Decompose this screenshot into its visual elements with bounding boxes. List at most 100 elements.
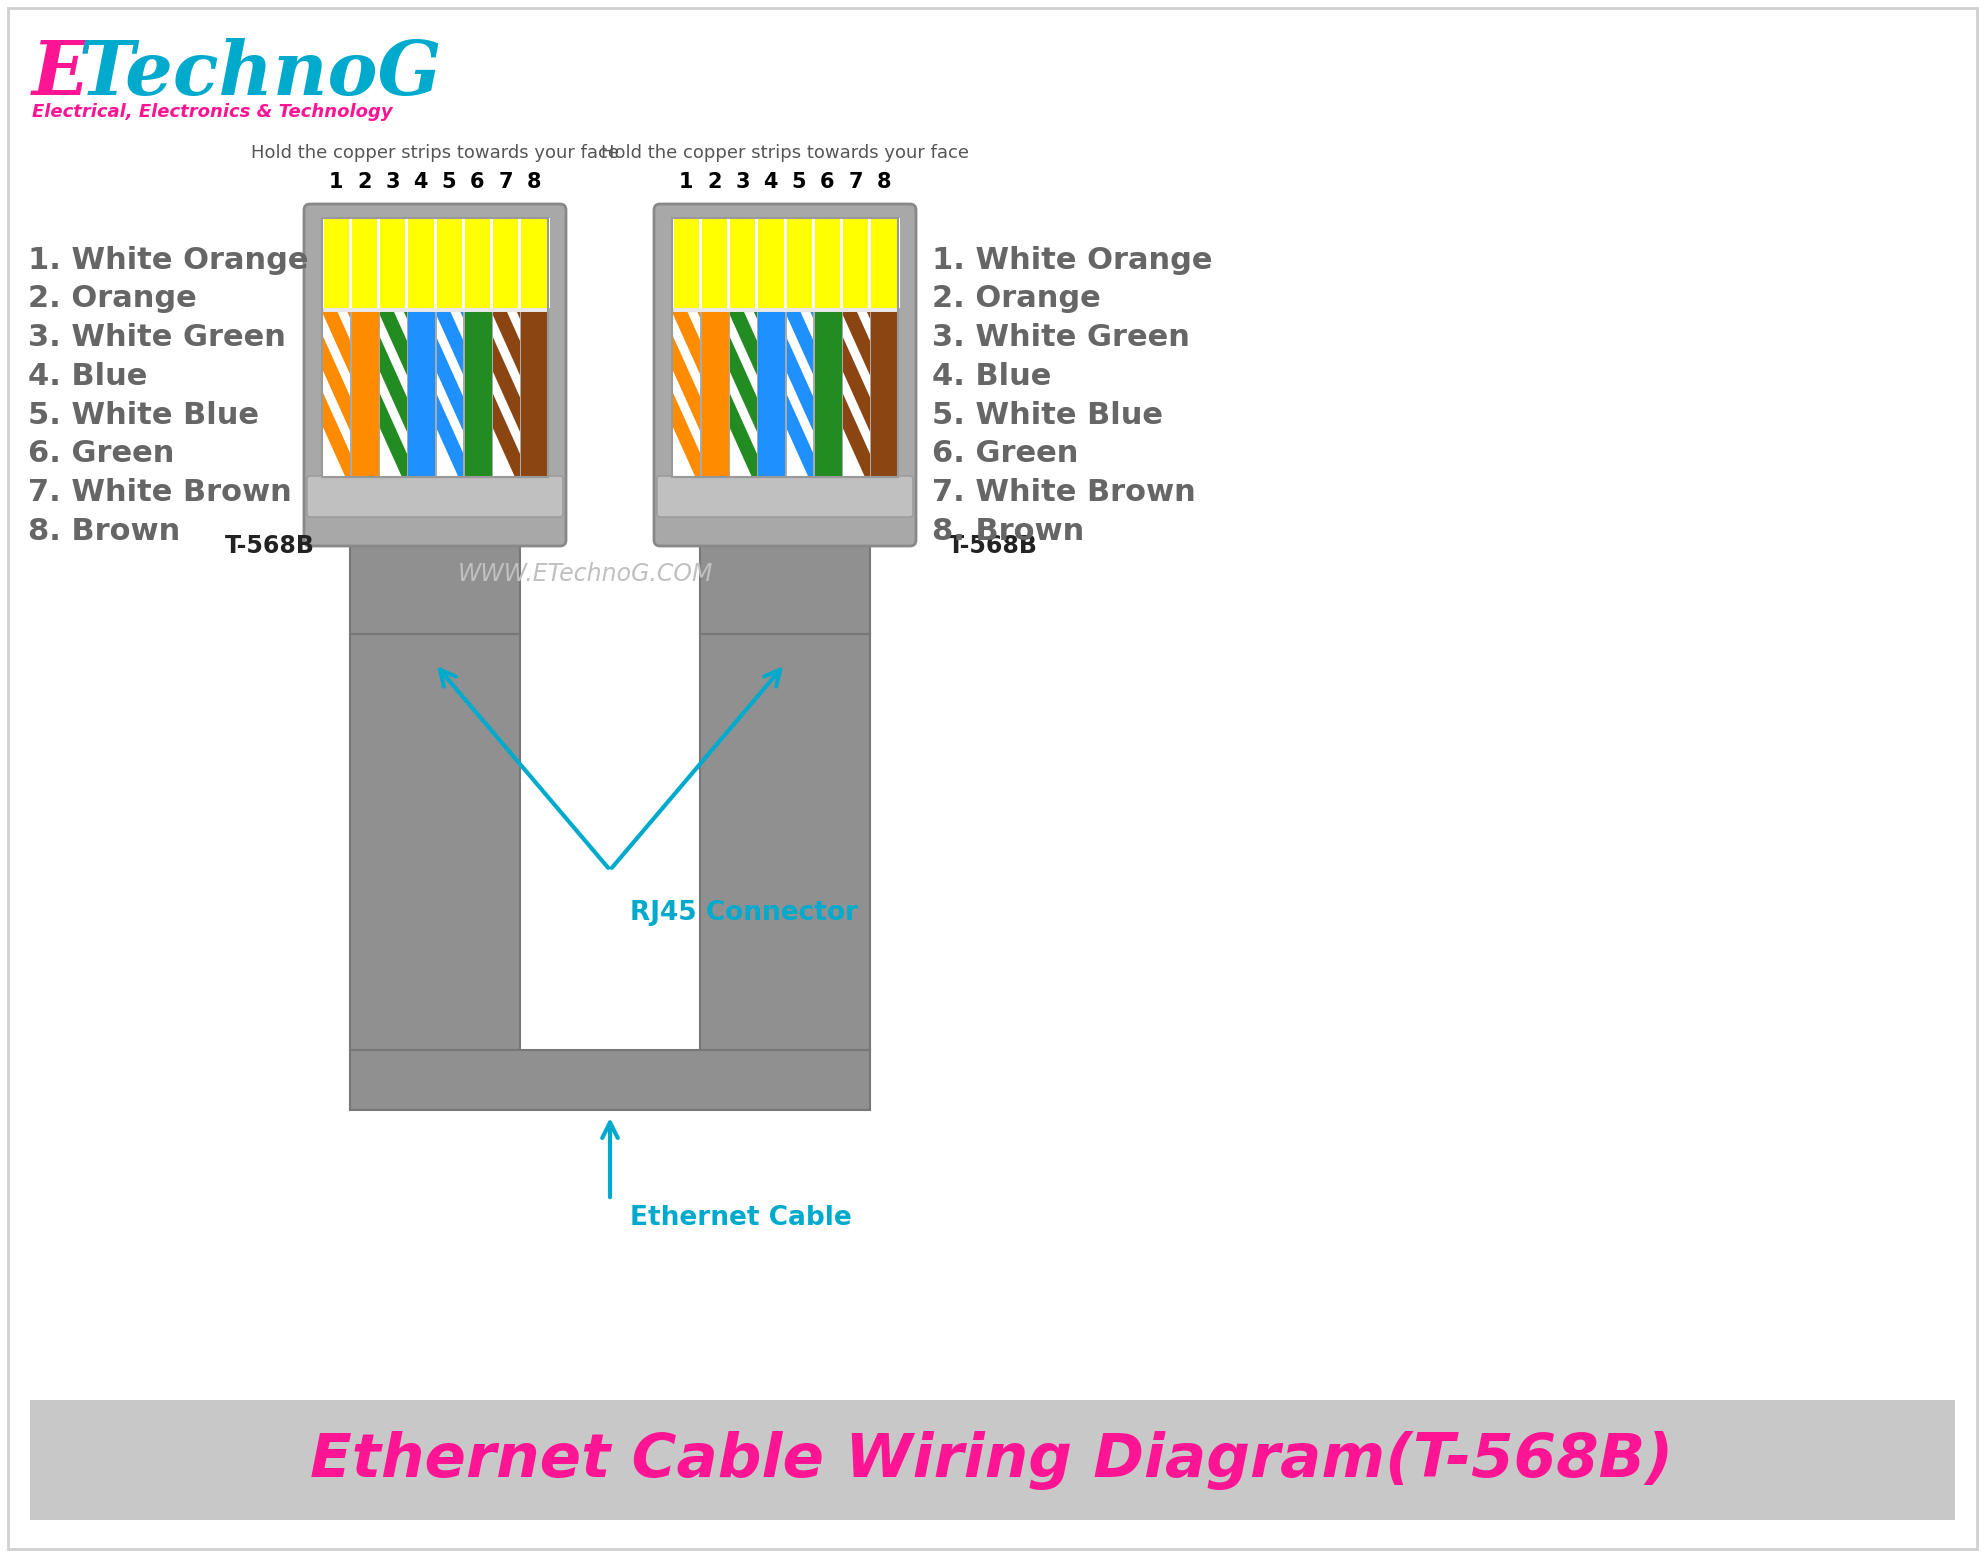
Bar [673, 311, 701, 476]
Polygon shape [780, 311, 869, 476]
Text: 1. White Orange: 1. White Orange [933, 246, 1213, 274]
Polygon shape [643, 311, 734, 476]
Polygon shape [695, 311, 784, 476]
Text: 8. Brown: 8. Brown [28, 517, 181, 547]
Text: Ethernet Cable: Ethernet Cable [629, 1205, 852, 1232]
Polygon shape [810, 311, 901, 476]
Text: 5: 5 [443, 171, 457, 192]
Bar [842, 311, 869, 476]
Polygon shape [937, 311, 1028, 476]
Polygon shape [913, 311, 1002, 476]
Polygon shape [836, 311, 925, 476]
Bar [673, 218, 897, 308]
Bar [784, 311, 814, 476]
Polygon shape [830, 311, 919, 476]
Polygon shape [568, 311, 657, 476]
Text: 6: 6 [820, 171, 834, 192]
Text: Ethernet Cable Wiring Diagram(T-568B): Ethernet Cable Wiring Diagram(T-568B) [310, 1431, 1673, 1490]
Bar [322, 218, 548, 308]
Text: 7: 7 [848, 171, 863, 192]
Polygon shape [796, 311, 887, 476]
Polygon shape [887, 311, 977, 476]
Polygon shape [989, 311, 1078, 476]
Polygon shape [526, 311, 615, 476]
Bar [520, 311, 548, 476]
Polygon shape [1116, 311, 1205, 476]
Text: 5: 5 [792, 171, 806, 192]
Bar [405, 218, 409, 308]
Polygon shape [697, 311, 788, 476]
Polygon shape [1171, 311, 1262, 476]
Polygon shape [474, 311, 564, 476]
Polygon shape [856, 311, 945, 476]
Polygon shape [931, 311, 1022, 476]
Polygon shape [1002, 311, 1092, 476]
Polygon shape [677, 311, 768, 476]
Bar [463, 311, 492, 476]
Text: 1: 1 [679, 171, 693, 192]
Text: 5. White Blue: 5. White Blue [933, 400, 1163, 430]
Polygon shape [766, 311, 856, 476]
Text: 3: 3 [385, 171, 399, 192]
Polygon shape [1008, 311, 1098, 476]
Polygon shape [272, 311, 361, 476]
Text: 6: 6 [470, 171, 484, 192]
Polygon shape [594, 311, 683, 476]
Bar [377, 218, 379, 308]
Bar [492, 311, 520, 476]
Polygon shape [409, 311, 500, 476]
Bar [673, 218, 897, 476]
Polygon shape [441, 311, 530, 476]
Bar [784, 218, 786, 308]
Bar [897, 218, 899, 308]
Text: 7. White Brown: 7. White Brown [933, 478, 1195, 508]
Polygon shape [734, 311, 824, 476]
Bar [869, 311, 897, 476]
Polygon shape [754, 311, 844, 476]
Polygon shape [486, 311, 576, 476]
Polygon shape [1020, 311, 1110, 476]
Text: 8: 8 [526, 171, 542, 192]
Polygon shape [703, 311, 792, 476]
Polygon shape [728, 311, 818, 476]
Polygon shape [683, 311, 774, 476]
Bar [518, 218, 522, 308]
FancyBboxPatch shape [304, 204, 566, 547]
Polygon shape [804, 311, 895, 476]
Text: 4. Blue: 4. Blue [933, 361, 1052, 391]
Text: 8. Brown: 8. Brown [933, 517, 1084, 547]
Polygon shape [492, 311, 582, 476]
Polygon shape [721, 311, 810, 476]
Text: 3: 3 [734, 171, 750, 192]
Polygon shape [746, 311, 836, 476]
Text: 4. Blue: 4. Blue [28, 361, 147, 391]
Polygon shape [824, 311, 915, 476]
Polygon shape [977, 311, 1066, 476]
Polygon shape [748, 311, 838, 476]
Bar [322, 218, 548, 476]
Polygon shape [1070, 311, 1159, 476]
Polygon shape [506, 311, 596, 476]
Bar [701, 311, 728, 476]
Bar [546, 218, 550, 308]
Bar [754, 218, 758, 308]
Polygon shape [556, 311, 647, 476]
Text: Electrical, Electronics & Technology: Electrical, Electronics & Technology [32, 103, 393, 121]
Bar [673, 311, 897, 476]
Polygon shape [790, 311, 881, 476]
Polygon shape [379, 311, 468, 476]
Polygon shape [673, 311, 762, 476]
Bar [349, 514, 520, 634]
Polygon shape [461, 311, 550, 476]
Polygon shape [659, 311, 748, 476]
Polygon shape [822, 311, 911, 476]
Bar [814, 311, 842, 476]
Bar [463, 218, 464, 308]
Text: 3. White Green: 3. White Green [28, 322, 286, 352]
Polygon shape [893, 311, 983, 476]
Bar [728, 311, 756, 476]
Text: 5. White Blue: 5. White Blue [28, 400, 258, 430]
Text: 3. White Green: 3. White Green [933, 322, 1189, 352]
Polygon shape [943, 311, 1032, 476]
Text: T-568B: T-568B [224, 534, 316, 557]
